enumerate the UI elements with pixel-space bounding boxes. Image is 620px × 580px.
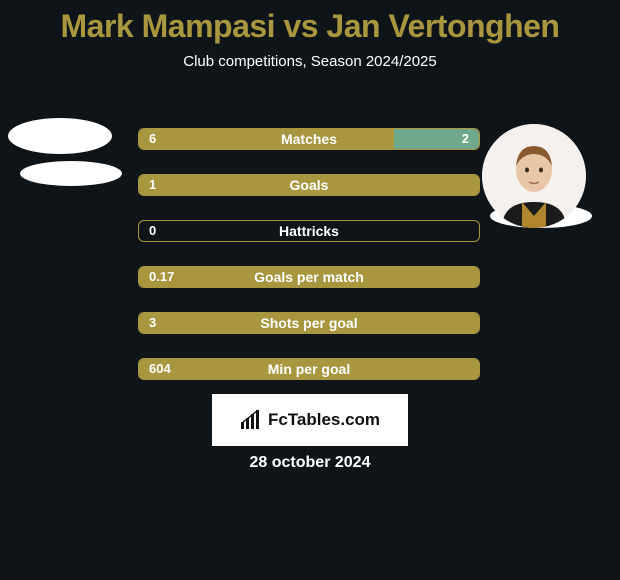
stat-row: 604Min per goal xyxy=(138,358,480,380)
branding-box: FcTables.com xyxy=(212,394,408,446)
stat-row: 1Goals xyxy=(138,174,480,196)
stat-label: Goals per match xyxy=(139,269,479,285)
player2-name: Jan Vertonghen xyxy=(326,8,559,44)
stat-label: Min per goal xyxy=(139,361,479,377)
subtitle: Club competitions, Season 2024/2025 xyxy=(0,53,620,70)
vs-text: vs xyxy=(283,8,318,44)
fctables-logo-icon xyxy=(240,410,262,430)
player1-avatar-block xyxy=(8,118,122,186)
stat-label: Hattricks xyxy=(139,223,479,239)
stat-label: Goals xyxy=(139,177,479,193)
stat-row: 0Hattricks xyxy=(138,220,480,242)
player2-avatar-block xyxy=(482,124,592,228)
stat-row: 3Shots per goal xyxy=(138,312,480,334)
date-text: 28 october 2024 xyxy=(0,454,620,472)
player1-team-pill xyxy=(20,161,122,186)
stat-label: Shots per goal xyxy=(139,315,479,331)
branding-text: FcTables.com xyxy=(268,410,380,430)
stat-row: 0.17Goals per match xyxy=(138,266,480,288)
stats-block: 62Matches 1Goals 0Hattricks 0.17Goals per m… xyxy=(138,128,480,404)
player1-name: Mark Mampasi xyxy=(61,8,276,44)
player1-photo-placeholder xyxy=(8,118,112,154)
player2-photo xyxy=(482,124,586,228)
player2-portrait-svg xyxy=(482,124,586,228)
stat-label: Matches xyxy=(139,131,479,147)
page-title: Mark Mampasi vs Jan Vertonghen xyxy=(0,0,620,45)
stat-row: 62Matches xyxy=(138,128,480,150)
